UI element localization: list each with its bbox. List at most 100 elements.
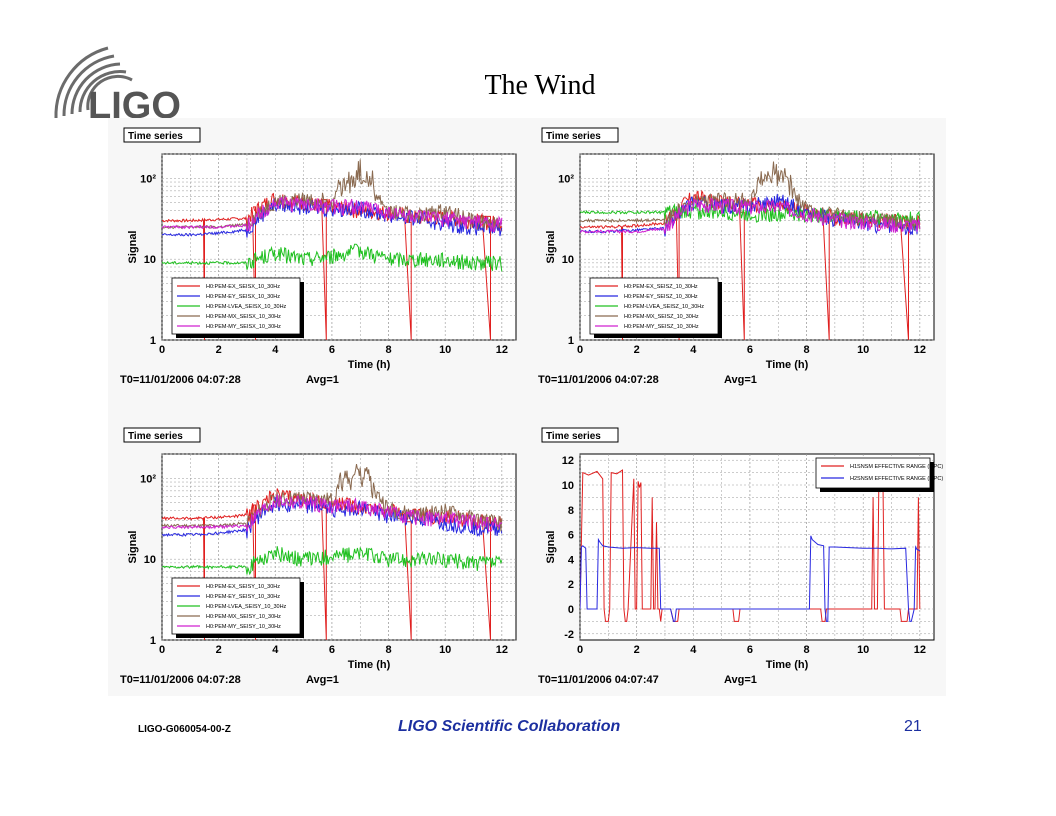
chart-t0-label: T0=11/01/2006 04:07:28 <box>120 374 241 386</box>
y-axis-label: Signal <box>545 230 557 263</box>
legend-entry: H0:PEM-EX_SEISY_10_30Hz <box>206 584 280 590</box>
time-series-label: Time series <box>128 431 183 442</box>
series-group <box>580 469 921 622</box>
chart-t0-label: T0=11/01/2006 04:07:28 <box>120 674 241 686</box>
x-tick-label: 2 <box>216 344 222 356</box>
series-group <box>580 161 921 340</box>
x-tick-label: 10 <box>857 644 869 656</box>
legend-entry: H0:PEM-MY_SEISZ_10_30Hz <box>624 324 699 330</box>
chart-avg-label: Avg=1 <box>306 674 339 686</box>
y-tick-label: 1 <box>568 335 574 347</box>
x-tick-label: 12 <box>914 344 926 356</box>
legend-entry: H0:PEM-LVEA_SEISX_10_30Hz <box>206 304 287 310</box>
y-tick-label: 10 <box>144 554 156 566</box>
x-tick-label: 6 <box>329 344 335 356</box>
x-axis-label: Time (h) <box>766 659 809 671</box>
x-tick-label: 10 <box>439 344 451 356</box>
y-tick-label: 0 <box>568 604 574 616</box>
x-tick-label: 4 <box>690 344 697 356</box>
x-tick-label: 6 <box>747 644 753 656</box>
series-line <box>580 469 921 622</box>
time-series-box <box>123 427 201 443</box>
time-series-label: Time series <box>546 131 601 142</box>
x-tick-label: 4 <box>272 644 279 656</box>
y-axis-label: Signal <box>545 530 557 563</box>
x-tick-label: 0 <box>577 344 583 356</box>
y-tick-label: 8 <box>568 505 574 517</box>
y-tick-label: 1 <box>150 635 156 647</box>
series-group <box>162 159 503 340</box>
x-tick-label: 2 <box>216 644 222 656</box>
legend-entry: H0:PEM-EY_SEISZ_10_30Hz <box>624 294 698 300</box>
y-tick-label: 10² <box>140 473 156 485</box>
x-tick-label: 6 <box>329 644 335 656</box>
y-tick-label: 6 <box>568 530 574 542</box>
series-line <box>162 495 503 539</box>
y-tick-label: 10 <box>562 480 574 492</box>
y-tick-label: 10 <box>144 254 156 266</box>
time-series-box <box>541 427 619 443</box>
time-series-label: Time series <box>128 131 183 142</box>
legend-entry: H0:PEM-EX_SEISX_10_30Hz <box>206 284 280 290</box>
legend-entry: H1SNSM EFFECTIVE RANGE (MPC) <box>850 464 943 470</box>
y-tick-label: 1 <box>150 335 156 347</box>
series-line <box>580 535 920 622</box>
x-tick-label: 4 <box>690 644 697 656</box>
x-tick-label: 8 <box>803 644 809 656</box>
series-line <box>162 195 503 233</box>
time-series-box <box>541 127 619 143</box>
legend-entry: H0:PEM-MX_SEISY_10_30Hz <box>206 614 281 620</box>
x-tick-label: 10 <box>439 644 451 656</box>
chart-t0-label: T0=11/01/2006 04:07:28 <box>538 374 659 386</box>
series-line <box>580 197 921 234</box>
series-line <box>162 243 503 272</box>
y-axis-label: Signal <box>127 530 139 563</box>
legend-entry: H0:PEM-EY_SEISY_10_30Hz <box>206 594 280 600</box>
legend-entry: H2SNSM EFFECTIVE RANGE (MPC) <box>850 476 943 482</box>
x-tick-label: 8 <box>385 344 391 356</box>
legend-entry: H0:PEM-EX_SEISZ_10_30Hz <box>624 284 698 290</box>
chart-ex-seisz: Time series 0 2 4 6 8 10 12 1 10 10² Time (h) Signal… <box>538 127 935 386</box>
chart-avg-label: Avg=1 <box>724 374 757 386</box>
y-tick-label: 10 <box>562 254 574 266</box>
series-line <box>162 198 503 238</box>
x-tick-label: 8 <box>385 644 391 656</box>
x-tick-label: 12 <box>914 644 926 656</box>
y-tick-label: -2 <box>564 629 574 641</box>
legend-entry: H0:PEM-MX_SEISX_10_30Hz <box>206 314 281 320</box>
y-tick-label: 4 <box>568 554 575 566</box>
chart-ex-seisx: Time series 0 2 4 6 8 10 12 1 10 10² Time (h) Signal… <box>120 127 517 386</box>
legend-entry: H0:PEM-MX_SEISZ_10_30Hz <box>624 314 699 320</box>
footer-collaboration: LIGO Scientific Collaboration <box>398 718 621 735</box>
time-series-label: Time series <box>546 431 601 442</box>
x-tick-label: 2 <box>634 344 640 356</box>
x-tick-label: 4 <box>272 344 279 356</box>
legend-entry: H0:PEM-EY_SEISX_10_30Hz <box>206 294 280 300</box>
legend-entry: H0:PEM-MY_SEISX_10_30Hz <box>206 324 281 330</box>
y-tick-label: 10² <box>558 173 574 185</box>
legend-box <box>815 457 931 489</box>
y-tick-label: 10² <box>140 173 156 185</box>
x-tick-label: 2 <box>634 644 640 656</box>
chart-avg-label: Avg=1 <box>306 374 339 386</box>
series-group <box>162 464 503 640</box>
series-line <box>162 464 503 532</box>
y-tick-label: 12 <box>562 455 574 467</box>
x-tick-label: 0 <box>159 344 165 356</box>
x-tick-label: 6 <box>747 344 753 356</box>
slide-title: The Wind <box>484 70 596 101</box>
legend-entry: H0:PEM-LVEA_SEISY_10_30Hz <box>206 604 287 610</box>
x-tick-label: 0 <box>159 644 165 656</box>
x-tick-label: 8 <box>803 344 809 356</box>
legend-entry: H0:PEM-MY_SEISY_10_30Hz <box>206 624 281 630</box>
chart-avg-label: Avg=1 <box>724 674 757 686</box>
time-series-box <box>123 127 201 143</box>
x-axis-label: Time (h) <box>766 359 809 371</box>
legend-entry: H0:PEM-LVEA_SEISZ_10_30Hz <box>624 304 704 310</box>
series-line <box>162 494 503 532</box>
x-tick-label: 10 <box>857 344 869 356</box>
ligo-logo-arcs-icon <box>54 46 133 119</box>
y-axis-label: Signal <box>127 230 139 263</box>
footer-page-number: 21 <box>904 718 922 735</box>
